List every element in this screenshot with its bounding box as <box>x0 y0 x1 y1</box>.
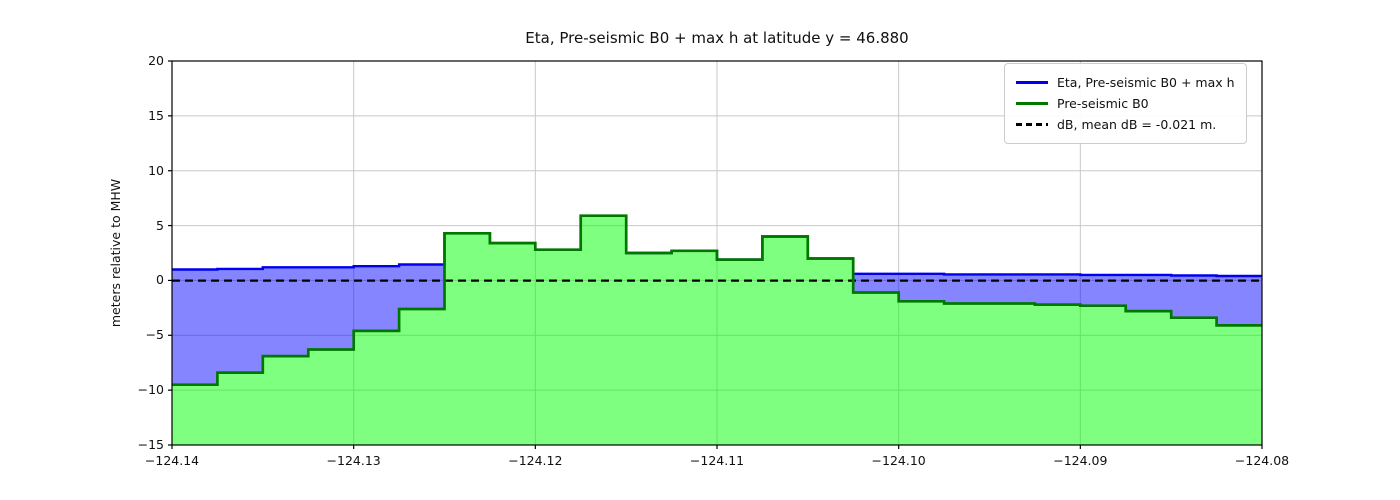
y-tick-label: 20 <box>148 53 164 68</box>
legend-label-db: dB, mean dB = -0.021 m. <box>1057 117 1217 132</box>
x-tick-label: −124.11 <box>689 453 745 468</box>
legend-item-b0: Pre-seismic B0 <box>1016 93 1235 114</box>
y-tick-label: 5 <box>156 217 164 233</box>
b0-line-sample-icon <box>1016 102 1048 105</box>
y-tick-label: 10 <box>148 162 164 178</box>
y-tick-label: −15 <box>137 437 164 452</box>
x-tick-label: −124.09 <box>1053 453 1108 468</box>
legend-item-db: dB, mean dB = -0.021 m. <box>1016 114 1235 135</box>
legend-label-eta: Eta, Pre-seismic B0 + max h <box>1057 75 1235 90</box>
y-tick-label: −10 <box>137 382 164 398</box>
eta-line-sample-icon <box>1016 81 1048 84</box>
x-tick-label: −124.13 <box>326 453 381 468</box>
x-tick-label: −124.08 <box>1234 453 1290 468</box>
y-axis-label: meters relative to MHW <box>108 178 123 328</box>
y-tick-label: 15 <box>148 107 164 123</box>
legend-item-eta: Eta, Pre-seismic B0 + max h <box>1016 72 1235 93</box>
x-tick-label: −124.12 <box>508 453 563 468</box>
chart-title: Eta, Pre-seismic B0 + max h at latitude … <box>525 29 909 47</box>
y-tick-label: −5 <box>145 327 164 343</box>
x-tick-label: −124.14 <box>144 453 200 468</box>
x-tick-label: −124.10 <box>871 453 926 468</box>
y-tick-label: 0 <box>156 272 164 288</box>
legend: Eta, Pre-seismic B0 + max h Pre-seismic … <box>1004 63 1247 144</box>
eta-b0-fill <box>172 215 1262 385</box>
db-line-sample-icon <box>1016 123 1048 126</box>
b0-line <box>172 214 1262 387</box>
legend-label-b0: Pre-seismic B0 <box>1057 96 1149 111</box>
